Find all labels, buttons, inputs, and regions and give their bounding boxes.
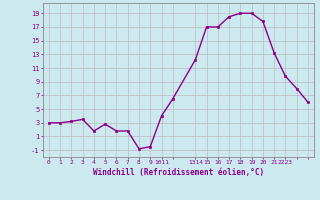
X-axis label: Windchill (Refroidissement éolien,°C): Windchill (Refroidissement éolien,°C) (93, 168, 264, 177)
